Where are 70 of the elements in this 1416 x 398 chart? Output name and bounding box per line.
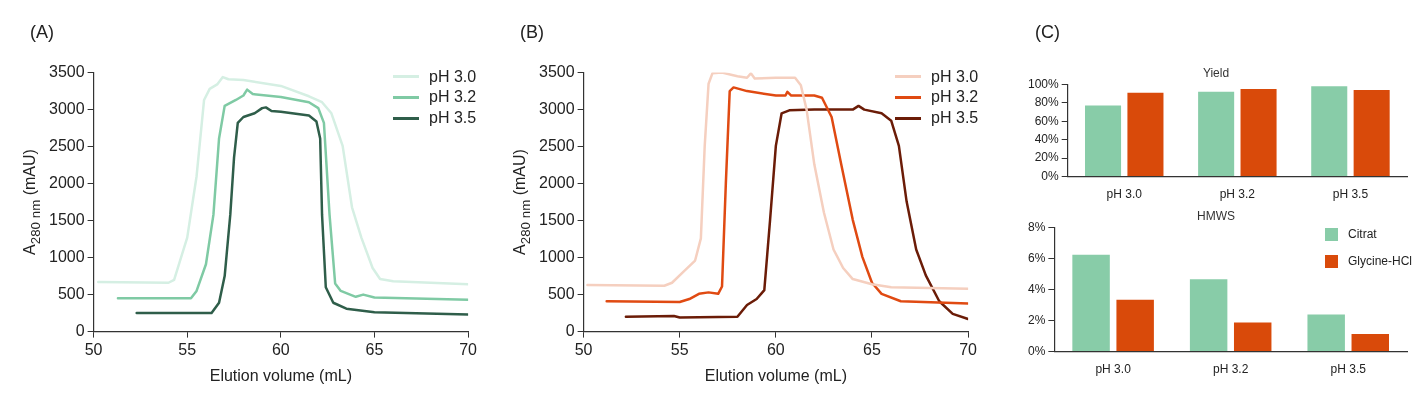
- legend-label: pH 3.0: [429, 66, 477, 87]
- x-tick-label: pH 3.5: [1332, 187, 1369, 202]
- x-tick-label: pH 3.0: [1095, 362, 1132, 377]
- y-tick-label: 500: [547, 285, 575, 303]
- bar: [1353, 89, 1390, 177]
- legend-label: pH 3.2: [931, 87, 979, 108]
- y-tick-label: 3500: [49, 63, 85, 81]
- text: (A): [30, 22, 54, 43]
- y-tick-label: 0%: [1041, 168, 1060, 183]
- x-tick-label: 60: [766, 340, 785, 358]
- y-tick-label: 3500: [539, 63, 575, 81]
- bar: [1307, 314, 1345, 352]
- bar: [1198, 91, 1235, 177]
- y-tick-label: 8%: [1028, 219, 1046, 234]
- bar: [1116, 299, 1154, 352]
- bar: [1085, 105, 1122, 177]
- y-tick-label: 100%: [1027, 76, 1060, 91]
- y-tick-label: 1500: [49, 211, 85, 229]
- x-tick-label: 65: [365, 340, 384, 358]
- y-tick-label: 6%: [1028, 250, 1046, 265]
- chart-title: Yield: [1202, 65, 1230, 80]
- x-tick-label: pH 3.2: [1212, 362, 1249, 377]
- x-axis-title: Elution volume (mL): [209, 366, 352, 384]
- legend-label: pH 3.5: [931, 108, 979, 129]
- bar: [1311, 86, 1348, 177]
- y-tick-label: 20%: [1034, 150, 1060, 165]
- y-tick-label: 80%: [1034, 95, 1060, 110]
- text: (C): [1035, 22, 1060, 43]
- x-tick-label: 60: [271, 340, 290, 358]
- chart-title: HMWS: [1197, 208, 1235, 223]
- y-tick-label: 2000: [49, 174, 85, 192]
- x-tick-label: pH 3.0: [1106, 187, 1143, 202]
- y-tick-label: 2%: [1028, 312, 1046, 327]
- y-tick-label: 1000: [539, 248, 575, 266]
- bar: [1189, 279, 1228, 352]
- bar: [1233, 322, 1272, 352]
- bar: [1351, 333, 1389, 352]
- bar: [1240, 89, 1277, 177]
- legend-label: Citrat: [1348, 226, 1377, 244]
- text: (B): [520, 22, 544, 43]
- x-axis-title: Elution volume (mL): [704, 366, 847, 384]
- y-tick-label: 60%: [1034, 113, 1060, 128]
- y-tick-label: 2000: [539, 174, 575, 192]
- x-tick-label: pH 3.2: [1219, 187, 1256, 202]
- y-tick-label: 1000: [49, 248, 85, 266]
- legend-label: Glycine-HCl: [1348, 252, 1413, 270]
- x-tick-label: 50: [574, 340, 593, 358]
- y-tick-label: 3000: [539, 100, 575, 118]
- y-tick-label: 2500: [49, 137, 85, 155]
- x-tick-label: 55: [178, 340, 197, 358]
- bar: [1072, 254, 1110, 352]
- x-tick-label: 65: [863, 340, 881, 358]
- y-tick-label: 0: [75, 322, 85, 340]
- x-tick-label: pH 3.5: [1330, 362, 1367, 377]
- x-tick-label: 70: [959, 340, 978, 358]
- y-tick-label: 500: [57, 285, 85, 303]
- y-tick-label: 1500: [539, 211, 575, 229]
- legend-label: pH 3.0: [931, 66, 979, 87]
- legend-label: pH 3.5: [429, 108, 477, 129]
- x-tick-label: 70: [459, 340, 478, 358]
- legend-label: pH 3.2: [429, 87, 477, 108]
- y-tick-label: 40%: [1034, 132, 1060, 147]
- y-tick-label: 0%: [1028, 343, 1046, 358]
- bar: [1127, 92, 1164, 177]
- y-tick-label: 0: [565, 322, 575, 340]
- y-tick-label: 3000: [49, 100, 85, 118]
- y-tick-label: 4%: [1028, 281, 1046, 296]
- x-tick-label: 50: [84, 340, 103, 358]
- y-tick-label: 2500: [539, 137, 575, 155]
- x-tick-label: 55: [670, 340, 689, 358]
